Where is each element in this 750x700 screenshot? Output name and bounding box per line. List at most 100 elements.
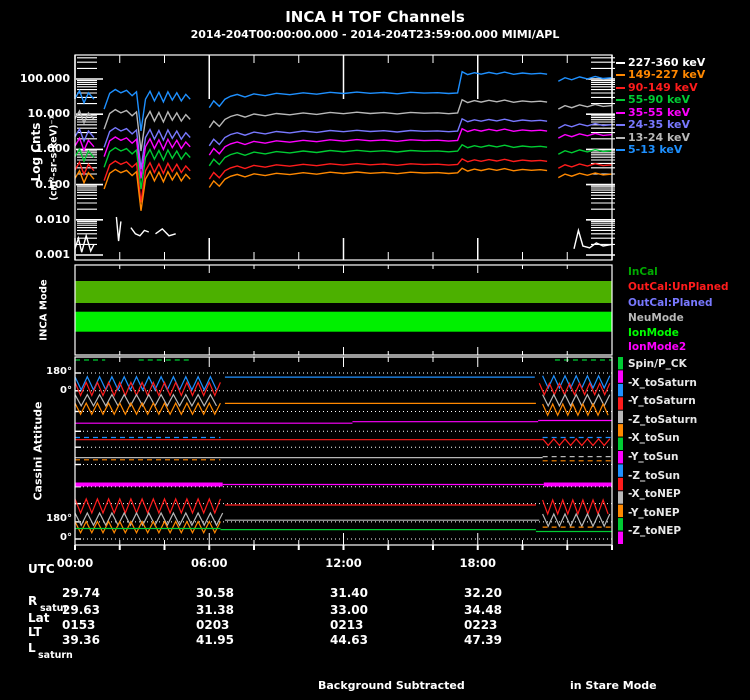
attitude-right-tick bbox=[618, 397, 623, 410]
attitude-trace-3 bbox=[74, 393, 218, 408]
table-cell: 47.39 bbox=[464, 633, 502, 647]
energy-legend-label: 24-35 keV bbox=[628, 118, 691, 131]
mode-bar bbox=[75, 311, 612, 332]
attitude-axis-label: Cassini Attitude bbox=[31, 401, 45, 501]
attitude-right-tick bbox=[618, 437, 623, 450]
attitude-angle-label: 0° bbox=[60, 384, 72, 396]
utc-row-label: UTC bbox=[28, 562, 55, 576]
mode-legend-item: InCal bbox=[628, 266, 658, 278]
attitude-legend-item: -Y_toSaturn bbox=[628, 395, 696, 408]
energy-trace-5-13keV bbox=[75, 70, 612, 131]
energy-trace-24-35keV bbox=[75, 117, 612, 170]
attitude-trace-9 bbox=[542, 498, 609, 516]
attitude-trace-11 bbox=[74, 520, 221, 535]
attitude-trace-1 bbox=[542, 374, 611, 390]
attitude-right-tick bbox=[618, 410, 623, 424]
utc-tick-label: 06:00 bbox=[190, 556, 228, 570]
attitude-trace-2 bbox=[538, 381, 611, 397]
attitude-legend-item: -Z_toSaturn bbox=[628, 413, 698, 426]
attitude-right-tick bbox=[618, 491, 623, 504]
energy-trace-149-227keV bbox=[75, 167, 612, 211]
table-row-label: LT bbox=[28, 625, 42, 639]
mode-legend-item: IonMode bbox=[628, 327, 679, 339]
mode-legend-item: OutCal:Planed bbox=[628, 297, 713, 309]
ytick-label: 10.000 bbox=[27, 107, 70, 121]
attitude-angle-label: 180° bbox=[46, 512, 72, 524]
attitude-legend-item: -Z_toSun bbox=[628, 469, 680, 482]
table-cell: 30.58 bbox=[196, 586, 234, 600]
energy-legend-label: 5-13 keV bbox=[628, 143, 683, 156]
energy-legend-label: 227-360 keV bbox=[628, 55, 706, 69]
attitude-trace-2 bbox=[74, 380, 221, 398]
attitude-legend-item: -Y_toNEP bbox=[628, 506, 680, 519]
legend-color-dash bbox=[616, 99, 625, 101]
attitude-right-tick bbox=[618, 424, 623, 437]
attitude-right-tick bbox=[618, 357, 623, 370]
ytick-label: 100.000 bbox=[19, 72, 70, 85]
ytick-label: 1.000 bbox=[35, 142, 70, 156]
table-cell: 32.20 bbox=[464, 586, 502, 600]
table-cell: 29.63 bbox=[62, 603, 100, 617]
attitude-trace-9 bbox=[74, 497, 221, 515]
utc-tick-label: 12:00 bbox=[325, 556, 362, 570]
ytick-label: 0.001 bbox=[35, 248, 70, 261]
attitude-right-tick bbox=[618, 464, 623, 477]
energy-legend-label: 35-55 keV bbox=[628, 105, 691, 119]
energy-legend-item: 55-90 keV bbox=[616, 93, 690, 106]
attitude-angle-label: 180° bbox=[46, 366, 72, 378]
energy-legend-label: 90-149 keV bbox=[628, 80, 698, 94]
cassini-attitude-chart bbox=[74, 356, 623, 550]
attitude-right-tick bbox=[618, 504, 623, 518]
inca-mode-chart bbox=[74, 264, 613, 356]
table-cell: 31.40 bbox=[330, 586, 368, 600]
legend-color-dash bbox=[616, 136, 625, 139]
legend-color-dash bbox=[616, 149, 625, 151]
energy-legend-item: 227-360 keV bbox=[616, 56, 705, 69]
attitude-right-tick bbox=[618, 451, 623, 464]
table-cell: 0223 bbox=[464, 618, 498, 632]
attitude-trace-10 bbox=[74, 511, 224, 527]
table-cell: 33.00 bbox=[330, 603, 368, 617]
attitude-legend-item: Spin/P_CK bbox=[628, 358, 687, 370]
legend-color-dash bbox=[616, 61, 625, 64]
table-cell: 31.38 bbox=[196, 603, 234, 617]
attitude-right-tick bbox=[618, 477, 623, 491]
attitude-trace-4 bbox=[74, 401, 221, 416]
mode-legend-item: NeuMode bbox=[628, 312, 684, 324]
energy-legend-label: 55-90 keV bbox=[628, 93, 691, 106]
energy-legend-item: 35-55 keV bbox=[616, 106, 690, 119]
table-row-label: L bbox=[28, 641, 36, 655]
energy-legend-label: 13-24 keV bbox=[628, 130, 691, 144]
table-cell: 0213 bbox=[330, 618, 364, 632]
attitude-angle-label: 0° bbox=[60, 532, 72, 544]
utc-tick-label: 00:00 bbox=[56, 556, 94, 570]
table-cell: 0203 bbox=[196, 618, 230, 632]
legend-color-dash bbox=[616, 86, 625, 89]
attitude-legend-item: -X_toSaturn bbox=[628, 376, 697, 389]
background-subtracted-note: Background Subtracted bbox=[318, 679, 465, 692]
legend-color-dash bbox=[616, 111, 625, 114]
attitude-legend-item: -X_toSun bbox=[628, 432, 680, 445]
attitude-trace-10 bbox=[542, 512, 611, 528]
time-range-subtitle: 2014-204T00:00:00.000 - 2014-204T23:59:0… bbox=[190, 28, 560, 41]
page-title: INCA H TOF Channels bbox=[285, 8, 465, 26]
legend-color-dash bbox=[616, 124, 625, 126]
energy-trace-55-90keV bbox=[75, 143, 612, 190]
attitude-trace-6 bbox=[542, 437, 611, 447]
utc-tick-label: 18:00 bbox=[459, 556, 497, 570]
energy-trace-227-360keV bbox=[75, 216, 612, 253]
attitude-right-tick bbox=[618, 383, 623, 397]
energy-legend-label: 149-227 keV bbox=[628, 68, 706, 81]
stare-mode-note: in Stare Mode bbox=[570, 679, 657, 692]
mode-axis-label: INCA Mode bbox=[38, 279, 50, 341]
table-cell: 44.63 bbox=[330, 633, 368, 647]
energy-legend-item: 13-24 keV bbox=[616, 131, 690, 144]
energy-trace-13-24keV bbox=[75, 98, 612, 152]
table-row-sublabel: saturn bbox=[38, 650, 73, 661]
mode-legend-item: OutCal:UnPlaned bbox=[628, 281, 729, 293]
mode-bar bbox=[75, 281, 612, 303]
energy-legend-item: 24-35 keV bbox=[616, 118, 690, 131]
table-cell: 29.74 bbox=[62, 586, 100, 600]
attitude-legend-item: -X_toNEP bbox=[628, 488, 681, 501]
